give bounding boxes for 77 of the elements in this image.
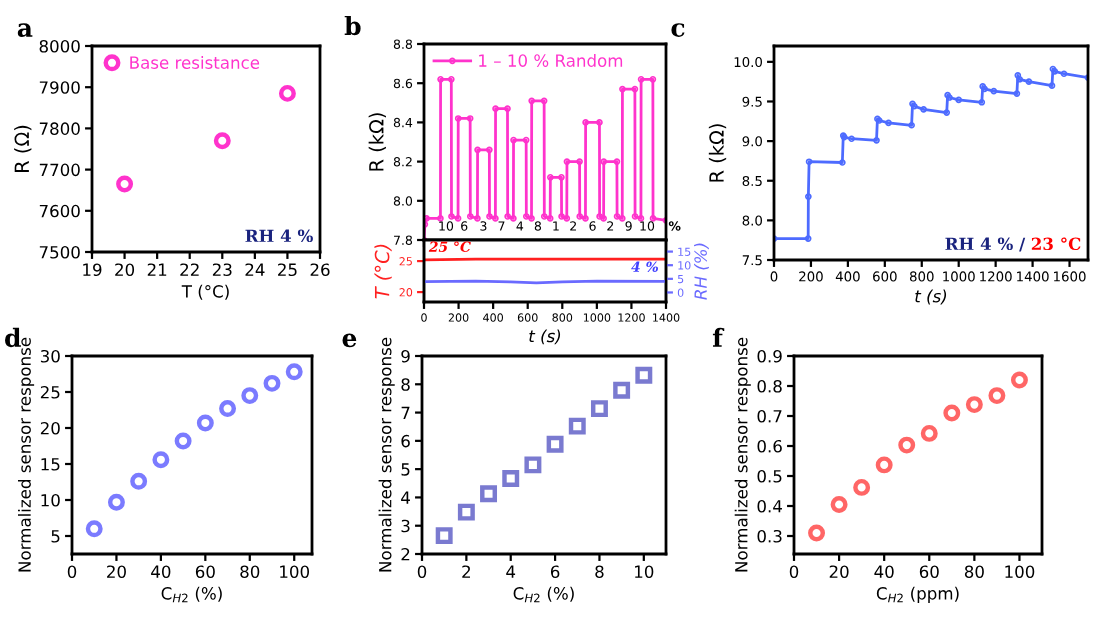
y-tick-label: 5 (51, 530, 60, 543)
y2-axis-title: RH (%) (694, 243, 709, 300)
y-axis-title: T (°C) (374, 244, 392, 299)
y-axis-title: R (kΩ) (708, 124, 727, 182)
x-tick-label: 4 (506, 565, 516, 578)
x-axis-title: t (s) (915, 289, 947, 305)
x-axis-title: C$_{H2}$ (%) (513, 586, 574, 603)
annotation: 23 °C (1031, 237, 1081, 251)
y-tick-label: 6 (401, 434, 410, 448)
y-tick-label: 30 (40, 349, 60, 363)
chart-title: d (5, 327, 21, 348)
y-tick-label: 0.6 (757, 439, 782, 453)
annotation: RH 4 % / (945, 237, 1026, 252)
legend-label: 1 – 10 % Random (479, 54, 623, 67)
y-tick-label: 0.4 (757, 499, 782, 513)
x-tick-label: 60 (195, 565, 215, 579)
chart-title: b (344, 15, 361, 36)
x-axis-title: T (°C) (181, 284, 229, 300)
x-tick-label: 100 (280, 565, 310, 579)
legend-label: Base resistance (130, 56, 260, 69)
x-axis-title: C$_{H2}$ (ppm) (876, 586, 959, 603)
y-tick-label: 5 (401, 463, 410, 476)
x-tick-label: 20 (829, 565, 849, 579)
x-tick-label: 6 (550, 565, 560, 579)
y-axis-title: Normalized sensor response (378, 337, 395, 572)
x-tick-label: 25 (278, 263, 297, 277)
x-tick-label: 21 (147, 263, 167, 276)
x-tick-label: 19 (83, 263, 102, 277)
x-tick-label: 26 (310, 263, 330, 277)
y-tick-label: 7900 (39, 81, 80, 94)
y-axis-title: Normalized sensor response (734, 337, 751, 572)
y-tick-label: 25 (40, 385, 60, 399)
x-axis-title: C$_{H2}$ (%) (161, 586, 222, 603)
y-tick-label: 7700 (39, 163, 80, 177)
y-tick-label: 7500 (39, 245, 80, 259)
y-tick-label: 3 (401, 519, 410, 533)
y-tick-label: 20 (40, 421, 60, 435)
y-axis-title: R (kΩ) (368, 113, 386, 171)
x-tick-label: 22 (180, 263, 199, 276)
chart-title: e (342, 333, 357, 348)
y-tick-label: 8000 (39, 39, 80, 53)
y-tick-label: 9 (401, 349, 410, 363)
x-tick-label: 60 (919, 565, 939, 579)
x-tick-label: 0 (789, 565, 799, 579)
y-tick-label: 0.8 (757, 379, 782, 393)
y-tick-label: 10 (41, 493, 60, 507)
chart-title: a (17, 23, 33, 38)
x-tick-label: 0 (67, 565, 77, 579)
y-tick-label: 0.5 (757, 469, 782, 483)
annotation: RH 4 % (245, 229, 313, 243)
y-tick-label: 7800 (39, 122, 80, 135)
x-tick-label: 20 (115, 263, 135, 277)
y-tick-label: 0.7 (757, 409, 782, 423)
x-tick-label: 80 (240, 565, 260, 579)
x-tick-label: 0 (417, 565, 427, 579)
y-tick-label: 4 (401, 491, 410, 504)
y-axis-title: R (Ω) (14, 125, 32, 172)
chart-title: f (712, 327, 725, 347)
y-tick-label: 7 (401, 406, 410, 419)
x-tick-label: 23 (212, 263, 232, 277)
x-tick-label: 24 (245, 263, 265, 276)
y-tick-label: 15 (41, 458, 60, 471)
y-tick-label: 7600 (39, 204, 80, 218)
y-tick-label: 2 (401, 547, 410, 561)
x-tick-label: 100 (1005, 565, 1035, 579)
x-tick-label: 8 (595, 565, 604, 579)
chart-title: c (671, 23, 685, 37)
x-tick-label: 80 (964, 565, 984, 579)
x-tick-label: 10 (635, 565, 654, 579)
x-tick-label: 2 (462, 565, 470, 578)
y-tick-label: 8 (401, 378, 410, 391)
y-tick-label: 0.3 (757, 529, 782, 543)
x-tick-label: 40 (151, 565, 171, 579)
y-tick-label: 0.9 (757, 349, 782, 363)
x-tick-label: 20 (107, 565, 126, 579)
x-tick-label: 40 (874, 565, 894, 579)
x-axis-title: t (s) (529, 329, 561, 345)
